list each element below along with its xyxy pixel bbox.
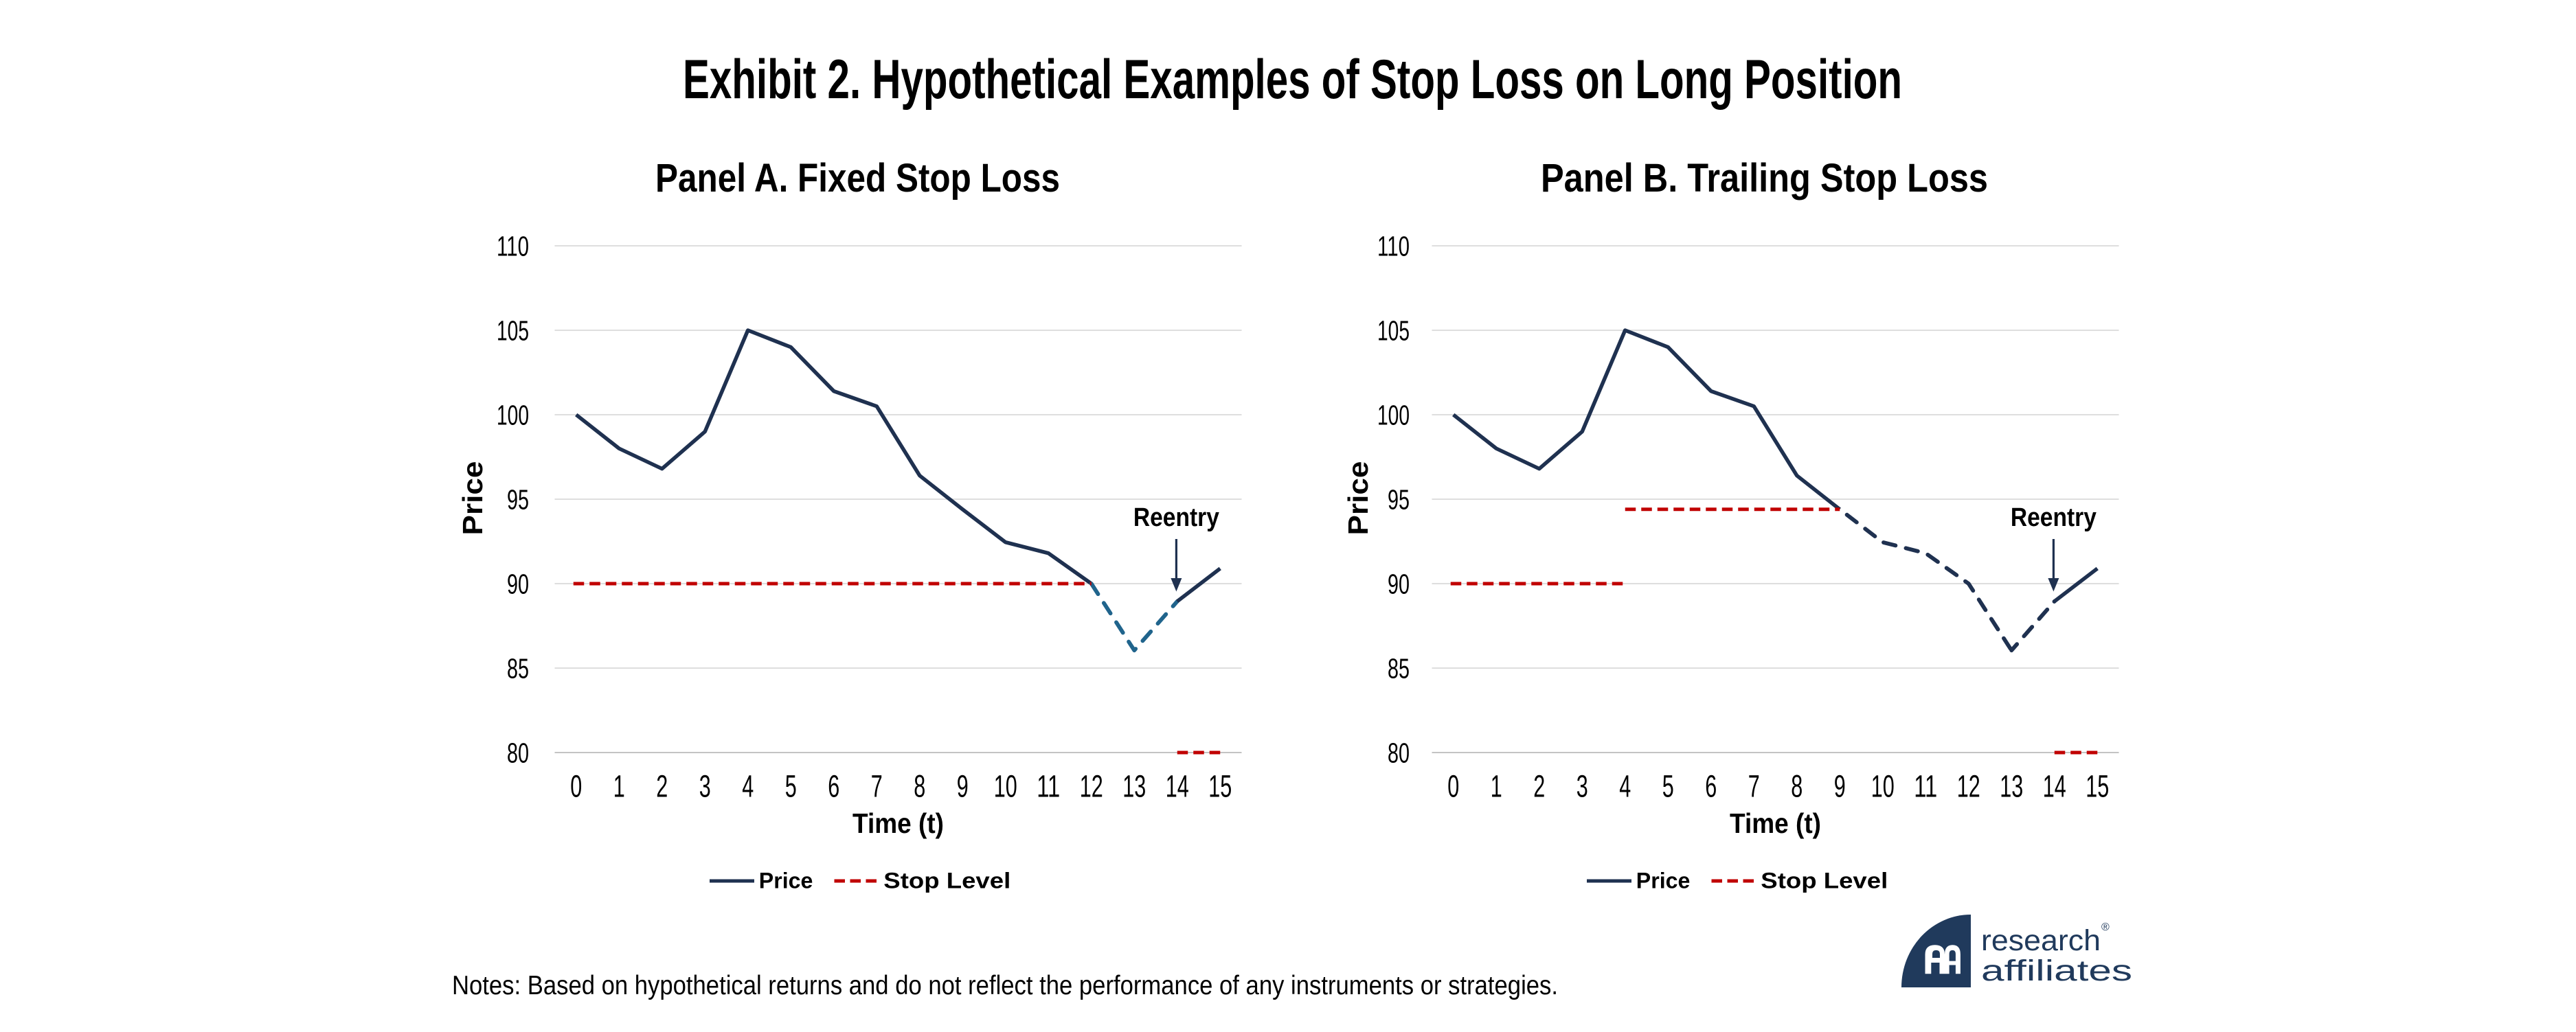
svg-text:6: 6 xyxy=(828,769,839,804)
svg-text:12: 12 xyxy=(1957,769,1980,804)
svg-text:5: 5 xyxy=(1662,769,1674,804)
svg-text:3: 3 xyxy=(699,769,711,804)
svg-text:13: 13 xyxy=(2000,769,2023,804)
svg-text:Time (t): Time (t) xyxy=(852,807,944,839)
svg-text:7: 7 xyxy=(1748,769,1760,804)
svg-text:®: ® xyxy=(2101,921,2110,933)
svg-text:Time (t): Time (t) xyxy=(1730,807,1821,839)
svg-text:4: 4 xyxy=(1619,769,1631,804)
svg-text:Price: Price xyxy=(1636,869,1691,893)
svg-text:1: 1 xyxy=(1491,769,1502,804)
svg-text:80: 80 xyxy=(1388,737,1410,769)
svg-text:85: 85 xyxy=(1388,653,1410,685)
svg-text:Reentry: Reentry xyxy=(2011,503,2097,532)
svg-text:2: 2 xyxy=(656,769,668,804)
svg-text:95: 95 xyxy=(1388,484,1410,516)
svg-text:85: 85 xyxy=(507,653,529,685)
svg-text:90: 90 xyxy=(507,569,529,600)
svg-text:8: 8 xyxy=(914,769,925,804)
svg-text:13: 13 xyxy=(1122,769,1146,804)
svg-text:7: 7 xyxy=(871,769,883,804)
svg-text:8: 8 xyxy=(1791,769,1803,804)
svg-text:2: 2 xyxy=(1533,769,1545,804)
svg-text:15: 15 xyxy=(2086,769,2109,804)
svg-text:Stop Level: Stop Level xyxy=(1761,869,1888,893)
svg-text:4: 4 xyxy=(742,769,754,804)
svg-text:110: 110 xyxy=(497,231,529,262)
svg-text:Price: Price xyxy=(457,461,488,536)
svg-text:research: research xyxy=(1981,924,2101,957)
svg-text:Exhibit 2. Hypothetical Exampl: Exhibit 2. Hypothetical Examples of Stop… xyxy=(683,49,1902,111)
svg-text:affiliates: affiliates xyxy=(1981,954,2132,987)
svg-text:10: 10 xyxy=(1871,769,1895,804)
svg-text:6: 6 xyxy=(1705,769,1717,804)
svg-text:Panel A. Fixed Stop Loss: Panel A. Fixed Stop Loss xyxy=(655,156,1060,200)
svg-text:110: 110 xyxy=(1377,231,1410,262)
svg-text:90: 90 xyxy=(1388,569,1410,600)
svg-text:11: 11 xyxy=(1914,769,1937,804)
svg-text:15: 15 xyxy=(1208,769,1232,804)
svg-text:0: 0 xyxy=(570,769,582,804)
svg-text:14: 14 xyxy=(2043,769,2066,804)
svg-text:105: 105 xyxy=(497,315,529,347)
svg-text:Price: Price xyxy=(1342,461,1374,536)
svg-text:14: 14 xyxy=(1166,769,1189,804)
svg-text:12: 12 xyxy=(1080,769,1103,804)
svg-text:3: 3 xyxy=(1577,769,1588,804)
svg-text:Panel B. Trailing Stop Loss: Panel B. Trailing Stop Loss xyxy=(1541,156,1988,200)
svg-text:1: 1 xyxy=(613,769,625,804)
svg-text:11: 11 xyxy=(1037,769,1060,804)
svg-text:95: 95 xyxy=(507,484,529,516)
svg-text:Reentry: Reentry xyxy=(1133,503,1219,532)
svg-text:100: 100 xyxy=(1377,400,1410,431)
svg-text:100: 100 xyxy=(497,400,529,431)
svg-text:9: 9 xyxy=(1834,769,1846,804)
svg-text:0: 0 xyxy=(1447,769,1459,804)
svg-text:10: 10 xyxy=(994,769,1017,804)
svg-text:105: 105 xyxy=(1377,315,1410,347)
svg-text:5: 5 xyxy=(785,769,797,804)
svg-text:Notes: Based on hypothetical r: Notes: Based on hypothetical returns and… xyxy=(452,971,1558,1000)
svg-text:80: 80 xyxy=(507,737,529,769)
svg-text:9: 9 xyxy=(957,769,969,804)
svg-text:Stop Level: Stop Level xyxy=(883,869,1010,893)
svg-text:Price: Price xyxy=(759,869,813,893)
